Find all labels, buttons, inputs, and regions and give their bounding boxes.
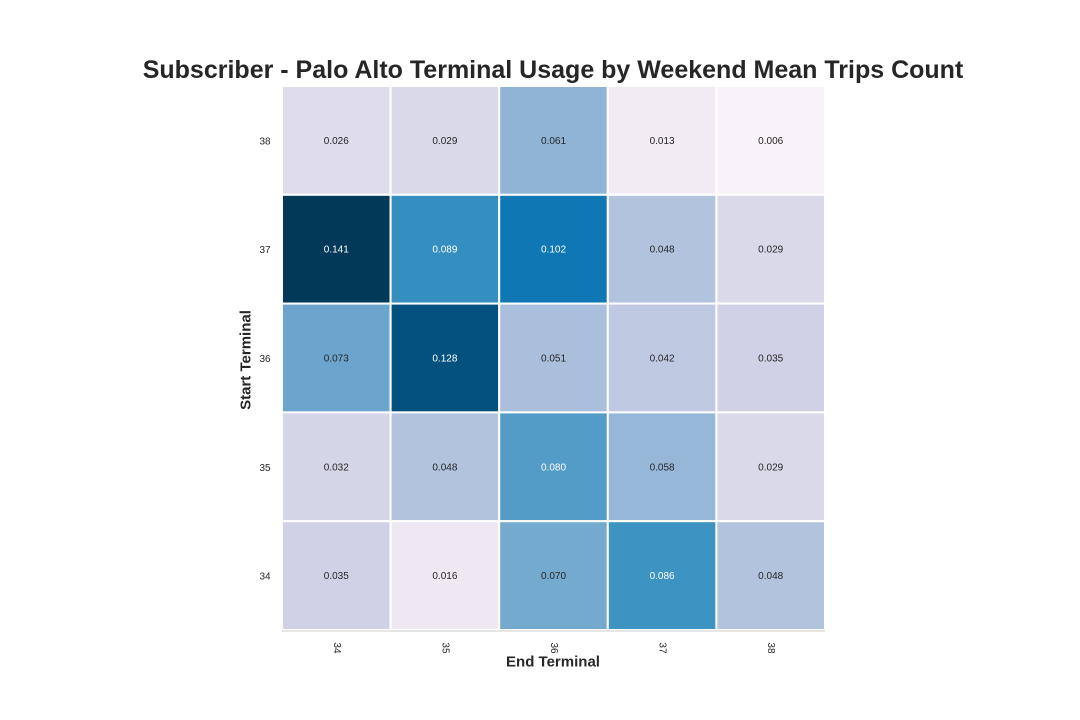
cell-value-label: 0.029 (432, 136, 457, 147)
heatmap-cell (606, 520, 718, 632)
cell-value-label: 0.061 (541, 136, 566, 147)
cell-value-label: 0.048 (650, 245, 675, 256)
x-tick-label: 38 (765, 642, 776, 654)
cell-value-label: 0.080 (541, 462, 566, 473)
heatmap-cell (389, 302, 501, 414)
y-tick-label: 38 (259, 136, 271, 147)
heatmap-cell (715, 411, 827, 523)
y-tick-label: 34 (259, 572, 271, 583)
cell-value-label: 0.035 (758, 354, 783, 365)
cell-value-label: 0.013 (650, 136, 675, 147)
cell-value-label: 0.073 (324, 354, 349, 365)
heatmap-cell (715, 520, 827, 632)
heatmap-cell (281, 85, 392, 196)
y-tick-label: 35 (259, 463, 271, 474)
x-tick-label: 36 (548, 642, 559, 654)
cell-value-label: 0.048 (758, 571, 783, 582)
x-tick-label: 35 (439, 642, 450, 654)
heatmap-cell (606, 193, 718, 305)
cell-value-label: 0.070 (541, 571, 566, 582)
cell-value-label: 0.032 (324, 462, 349, 473)
cell-value-label: 0.128 (432, 354, 457, 365)
heatmap-cells: 0.026 0.029 0.061 0.013 0.006 0.141 0.089 0.102… (281, 85, 827, 632)
heatmap-cell (498, 193, 609, 305)
cell-value-label: 0.048 (432, 462, 457, 473)
cell-value-label: 0.035 (324, 571, 349, 582)
cell-value-label: 0.029 (758, 462, 783, 473)
cell-value-label: 0.141 (324, 245, 349, 256)
y-tick-label: 37 (259, 245, 271, 256)
cell-value-label: 0.089 (432, 245, 457, 256)
heatmap-cell (389, 411, 501, 523)
heatmap-cell (606, 411, 718, 523)
cell-value-label: 0.051 (541, 354, 566, 365)
cell-value-label: 0.102 (541, 245, 566, 256)
cell-value-label: 0.058 (650, 462, 675, 473)
heatmap-axes: 38 37 36 35 34 34 35 36 37 38 (259, 136, 825, 654)
x-tick-label: 34 (331, 642, 342, 654)
heatmap-cell (498, 411, 609, 523)
heatmap-cell (389, 520, 501, 632)
chart-title: Subscriber - Palo Alto Terminal Usage by… (142, 56, 964, 84)
cell-value-label: 0.006 (758, 136, 783, 147)
heatmap-cell (715, 302, 827, 414)
heatmap-cell (498, 520, 609, 632)
cell-value-label: 0.016 (432, 571, 457, 582)
x-tick-label: 37 (657, 642, 668, 654)
x-axis-label: End Terminal (506, 653, 600, 671)
heatmap-cell (389, 193, 501, 305)
cell-value-label: 0.029 (758, 245, 783, 256)
heatmap-cell (715, 193, 827, 305)
heatmap-cell (606, 302, 718, 414)
cell-value-label: 0.086 (650, 571, 675, 582)
y-tick-label: 36 (259, 354, 271, 365)
heatmap-cell (281, 411, 392, 523)
cell-value-label: 0.026 (324, 136, 349, 147)
cell-value-label: 0.042 (650, 354, 675, 365)
